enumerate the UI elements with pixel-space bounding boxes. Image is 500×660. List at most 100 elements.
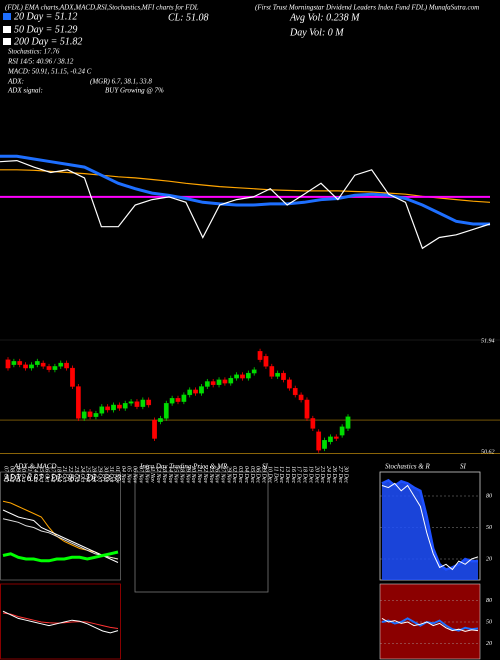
candle-body bbox=[87, 411, 93, 417]
intra-si: SI bbox=[262, 463, 269, 471]
candle-body bbox=[64, 362, 69, 369]
stoch-si: SI bbox=[460, 463, 467, 471]
x-tick-label: 18 Oct bbox=[55, 466, 61, 482]
line bbox=[2, 518, 119, 560]
x-tick-label: 24 Oct bbox=[79, 466, 86, 482]
adx-title: ADX & MACD bbox=[13, 463, 56, 471]
candle-body bbox=[70, 367, 75, 387]
x-tick-label: 07 Nov bbox=[137, 466, 143, 484]
adx-label: ADX: bbox=[7, 78, 24, 86]
candle-body bbox=[134, 401, 140, 407]
x-tick-label: 05 Nov bbox=[126, 466, 132, 484]
candle-body bbox=[316, 431, 322, 451]
candle-body bbox=[345, 416, 351, 429]
legend-ema50: 50 Day = 51.29 bbox=[14, 24, 77, 35]
rsi-panel bbox=[379, 583, 481, 660]
area bbox=[382, 480, 478, 580]
x-tick-label: 02 Dec bbox=[231, 466, 237, 483]
y-tick-label: 80 bbox=[486, 598, 492, 604]
line bbox=[381, 617, 479, 632]
candle-body bbox=[193, 389, 198, 394]
candle-body bbox=[81, 411, 87, 419]
line bbox=[0, 154, 490, 226]
candle-body bbox=[263, 356, 269, 367]
title-left: (FDL) EMA charts,ADX,MACD,RSI,Stochastic… bbox=[5, 4, 199, 12]
candle-body bbox=[245, 372, 251, 379]
x-tick-label: 06 Nov bbox=[132, 466, 138, 484]
candle-body bbox=[128, 401, 134, 404]
y-tick-label: 20 bbox=[486, 556, 492, 562]
legend-swatch bbox=[3, 38, 11, 45]
x-tick-label: 09 Oct bbox=[14, 466, 20, 482]
adx-panel bbox=[0, 471, 121, 581]
y-tick-label: 50.62 bbox=[481, 449, 495, 455]
close-label: CL: 51.08 bbox=[168, 12, 209, 23]
x-tick-label: 18 Dec bbox=[302, 466, 308, 483]
candle-body bbox=[105, 406, 111, 411]
candle-body bbox=[275, 372, 281, 377]
x-tick-label: 23 Oct bbox=[73, 466, 79, 482]
x-tick-label: 31 Oct bbox=[108, 465, 114, 482]
candle-body bbox=[292, 388, 298, 396]
candle-body bbox=[333, 436, 339, 439]
x-tick-label: 13 Nov bbox=[161, 466, 167, 484]
x-tick-label: 19 Nov bbox=[184, 466, 190, 484]
candle-body bbox=[222, 379, 228, 384]
candle-body bbox=[181, 394, 187, 402]
candle-body bbox=[122, 403, 128, 409]
day-vol: Day Vol: 0 M bbox=[289, 27, 344, 38]
intra-title: Intra Day Trading Price & MR bbox=[139, 463, 228, 471]
line bbox=[381, 482, 479, 571]
candle-body bbox=[152, 419, 157, 439]
candle-body bbox=[287, 379, 292, 389]
candle-body bbox=[251, 369, 257, 374]
x-tick-label: 08 Nov bbox=[143, 466, 149, 484]
candle-body bbox=[240, 374, 245, 379]
candle-body bbox=[11, 361, 17, 365]
candle-body bbox=[158, 418, 163, 422]
candle-body bbox=[216, 379, 222, 385]
candle-body bbox=[339, 426, 345, 436]
candle-body bbox=[140, 399, 146, 407]
candle-body bbox=[52, 366, 58, 370]
adx-signal-value: BUY Growing @ 7% bbox=[105, 87, 164, 95]
x-tick-label: 27 Nov bbox=[220, 466, 226, 484]
legend-swatch bbox=[3, 13, 11, 20]
line bbox=[381, 617, 479, 632]
candle-body bbox=[46, 366, 52, 370]
candle-body bbox=[175, 398, 181, 402]
candle-body bbox=[40, 362, 46, 367]
line bbox=[0, 169, 491, 203]
legend-swatch bbox=[3, 26, 11, 33]
line bbox=[2, 509, 119, 563]
x-tick-label: 28 Oct bbox=[91, 466, 97, 482]
x-tick-label: 20 Nov bbox=[190, 466, 196, 484]
x-tick-label: 14 Nov bbox=[167, 466, 174, 484]
x-tick-label: 15 Oct bbox=[38, 466, 44, 482]
x-tick-label: 10 Dec bbox=[266, 466, 272, 483]
y-tick-label: 50 bbox=[486, 525, 492, 531]
x-tick-label: 10 Oct bbox=[20, 466, 26, 482]
candle-body bbox=[117, 404, 122, 409]
candle-body bbox=[163, 403, 169, 419]
candle-body bbox=[187, 389, 193, 396]
candle-body bbox=[322, 440, 327, 449]
x-tick-label: 16 Dec bbox=[290, 466, 296, 483]
candle-body bbox=[75, 386, 81, 419]
candle-body bbox=[281, 372, 286, 380]
x-tick-label: 08 Oct bbox=[8, 466, 14, 482]
x-tick-label: 20 Dec bbox=[313, 466, 319, 483]
x-tick-label: 24 Dec bbox=[325, 466, 332, 483]
line bbox=[2, 550, 119, 563]
x-tick-label: 26 Nov bbox=[214, 466, 220, 484]
candle-body bbox=[23, 364, 28, 369]
x-tick-label: 21 Nov bbox=[196, 466, 202, 484]
candle-body bbox=[310, 418, 316, 429]
candle-body bbox=[93, 413, 99, 417]
x-tick-label: 23 Dec bbox=[319, 466, 325, 483]
x-tick-label: 27 Dec bbox=[337, 466, 343, 483]
x-tick-label: 16 Oct bbox=[44, 466, 50, 482]
candle-body bbox=[99, 406, 105, 414]
x-tick-label: 11 Oct bbox=[26, 466, 32, 482]
